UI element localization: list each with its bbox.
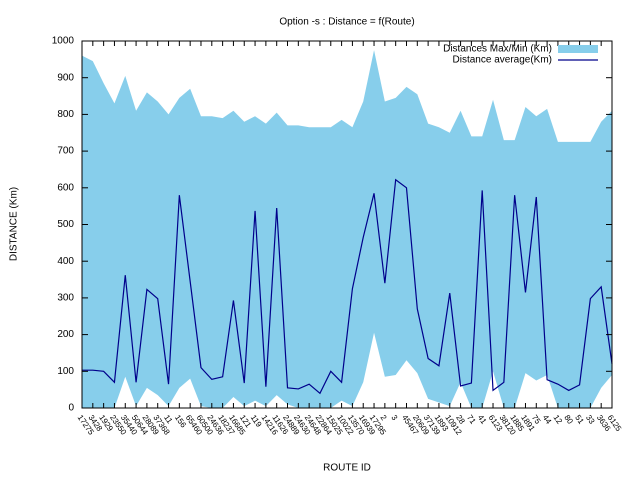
x-tick-label: 33 [584,413,597,426]
y-tick-label: 100 [57,366,74,377]
y-axis-label: DISTANCE (Km) [9,187,20,261]
x-tick-label: 71 [465,413,478,426]
average-line [82,178,613,395]
y-tick-label: 200 [57,329,74,340]
y-tick-label: 0 [68,403,74,414]
chart-title: Option -s : Distance = f(Route) [279,17,414,28]
y-tick-label: 400 [57,256,74,267]
y-tick-label: 1000 [52,36,75,47]
y-tick-label: 500 [57,219,74,230]
y-tick-label: 700 [57,146,74,157]
range-area [82,50,612,409]
x-tick-label: 12 [552,413,565,426]
x-tick-label: 51 [573,413,586,426]
legend-label: Distance average(Km) [453,55,552,66]
x-tick-label: 3 [389,413,399,422]
y-tick-label: 800 [57,109,74,120]
y-tick-label: 600 [57,182,74,193]
legend-label: Distances Max/Min (Km) [443,44,552,55]
x-tick-label: 80 [562,413,575,426]
x-tick-label: 2 [378,413,388,422]
legend-swatch [558,45,598,53]
y-tick-label: 900 [57,72,74,83]
x-tick-label: 119 [249,413,264,429]
x-tick-label: 44 [541,413,554,426]
y-tick-label: 300 [57,293,74,304]
x-tick-label: 41 [476,413,489,426]
x-axis-label: ROUTE ID [323,463,371,474]
